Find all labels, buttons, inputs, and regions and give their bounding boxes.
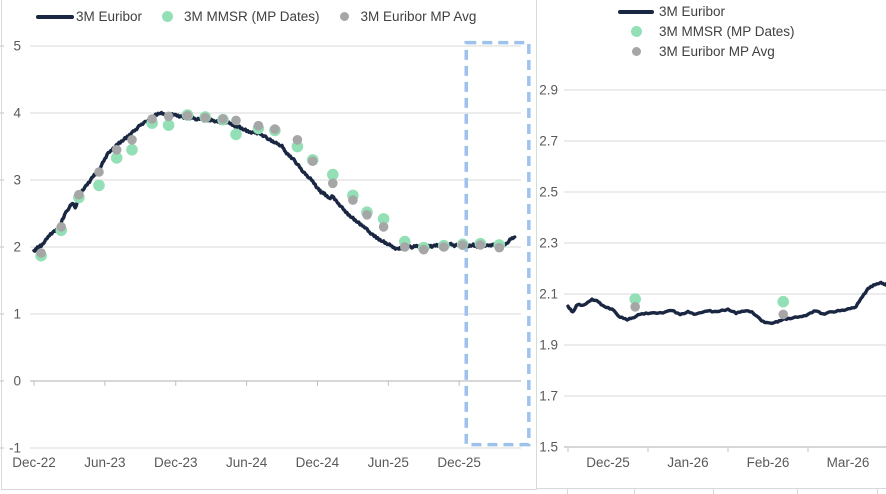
y-tick-label: 1.7 — [539, 389, 558, 404]
x-tick-label: Dec-22 — [12, 455, 56, 470]
sheet-gridline — [797, 488, 798, 494]
x-tick-label: Jun-25 — [368, 455, 409, 470]
mp-avg-dot — [400, 242, 410, 252]
legend-item-mmsr: 3M MMSR (MP Dates) — [616, 24, 795, 39]
x-tick-label: Feb-26 — [747, 455, 790, 470]
mp-avg-dot — [292, 135, 303, 145]
sheet-gridline — [537, 488, 886, 489]
mp-avg-dot — [439, 242, 449, 252]
mmsr-dot — [377, 213, 390, 225]
line-series-icon — [618, 9, 654, 14]
gray-dot-icon — [631, 47, 641, 56]
mp-avg-dot — [270, 124, 280, 134]
euribor-line-series — [32, 110, 517, 253]
y-tick-label: 2.9 — [539, 83, 558, 98]
y-tick-label: -1 — [9, 441, 21, 456]
y-tick-label: 2 — [13, 240, 21, 255]
mmsr-dot — [327, 168, 339, 181]
y-tick-label: 1.5 — [539, 440, 558, 455]
legend-label: 3M Euribor MP Avg — [659, 44, 775, 59]
mp-avg-dot — [328, 178, 338, 189]
legend-item-mmsr: 3M MMSR (MP Dates) — [162, 9, 320, 24]
mmsr-dot — [110, 152, 123, 164]
mp-avg-dot — [307, 156, 318, 166]
legend-label: 3M Euribor — [76, 9, 143, 24]
green-dot-icon — [162, 11, 174, 22]
line-series-icon — [36, 14, 74, 19]
y-tick-label: 4 — [13, 106, 21, 121]
mp-avg-dot — [362, 210, 372, 220]
y-tick-label: 0 — [13, 374, 21, 389]
left-chart-legend: 3M Euribor 3M MMSR (MP Dates) 3M Euribor… — [36, 9, 476, 24]
mp-avg-dot — [418, 244, 429, 255]
mp-avg-dot — [147, 114, 157, 124]
mmsr-dot — [162, 119, 175, 131]
legend-symbol-cell — [616, 9, 656, 14]
mp-avg-dot — [127, 135, 137, 145]
mp-avg-dot — [200, 112, 210, 123]
sheet-gridline — [567, 488, 568, 494]
euribor-line-series — [566, 280, 886, 326]
legend-item-euribor: 3M Euribor — [36, 9, 142, 24]
x-tick-label: Mar-26 — [827, 455, 870, 470]
y-tick-label: 1 — [13, 307, 21, 322]
mp-avg-dot — [111, 145, 122, 155]
mmsr-dot — [629, 293, 641, 305]
x-tick-label: Jun-23 — [84, 455, 125, 470]
green-dot-icon — [630, 26, 642, 37]
y-tick-label: 1.9 — [539, 338, 558, 353]
mp-avg-dot — [56, 222, 66, 232]
x-tick-label: Dec-23 — [154, 455, 198, 470]
mp-avg-dot — [94, 167, 104, 177]
x-tick-label: Jan-26 — [667, 455, 708, 470]
right-chart-legend: 3M Euribor 3M MMSR (MP Dates) 3M Euribor… — [616, 4, 795, 59]
mp-avg-dot — [182, 110, 193, 121]
y-tick-label: 2.3 — [539, 236, 558, 251]
legend-symbol-cell — [616, 47, 656, 56]
mmsr-dot — [93, 179, 105, 192]
mmsr-dot — [230, 128, 242, 141]
y-tick-label: 5 — [13, 39, 21, 54]
mp-avg-dot — [74, 189, 84, 200]
legend-item-euribor: 3M Euribor — [616, 4, 795, 19]
mp-avg-dot — [494, 242, 505, 253]
x-tick-label: Dec-25 — [586, 455, 630, 470]
mp-avg-dot — [231, 115, 241, 126]
sheet-gridline — [713, 488, 714, 494]
gray-dot-icon — [339, 12, 349, 21]
mmsr-dot — [777, 295, 789, 308]
x-tick-label: Jun-24 — [226, 455, 268, 470]
legend-label: 3M MMSR (MP Dates) — [184, 9, 320, 24]
mp-avg-dot — [630, 302, 640, 312]
mp-avg-dot — [163, 111, 174, 122]
mp-avg-dot — [218, 114, 228, 124]
legend-label: 3M Euribor MP Avg — [360, 9, 477, 24]
y-tick-label: 2.1 — [539, 287, 558, 302]
x-tick-label: Dec-25 — [437, 455, 481, 470]
sheet-gridline — [877, 488, 878, 494]
mp-avg-dot — [778, 309, 788, 320]
legend-label: 3M Euribor — [659, 4, 726, 19]
mp-avg-dot — [253, 120, 264, 131]
x-tick-label: Dec-24 — [296, 455, 340, 470]
y-tick-label: 3 — [13, 173, 21, 188]
mp-avg-dot — [36, 248, 46, 258]
legend-label: 3M MMSR (MP Dates) — [659, 24, 795, 39]
mp-avg-dot — [348, 195, 358, 205]
mmsr-dot — [126, 144, 138, 156]
legend-item-mpavg: 3M Euribor MP Avg — [616, 44, 795, 59]
sheet-gridline — [634, 488, 635, 494]
y-tick-label: 2.5 — [539, 185, 558, 200]
mp-avg-dot — [457, 240, 468, 250]
mp-avg-dot — [475, 240, 486, 250]
legend-item-mpavg: 3M Euribor MP Avg — [339, 9, 477, 24]
y-tick-label: 2.7 — [539, 134, 558, 149]
legend-symbol-cell — [616, 26, 656, 37]
mp-avg-dot — [378, 222, 389, 232]
